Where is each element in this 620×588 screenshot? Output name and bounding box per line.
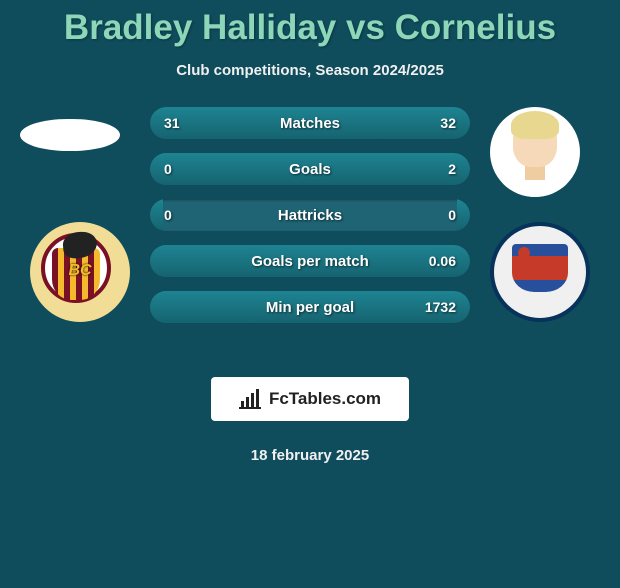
stat-value-right: 0.06 [429, 245, 456, 277]
comparison-panel: BC 31Matches320Goals20Hattricks0Goals pe… [10, 107, 610, 367]
stat-value-right: 2 [448, 153, 456, 185]
stat-row: Goals per match0.06 [150, 245, 470, 277]
stat-value-right: 32 [440, 107, 456, 139]
stat-row: Min per goal1732 [150, 291, 470, 323]
club-crest-right [490, 222, 590, 322]
club-crest-left: BC [30, 222, 130, 322]
stat-row: 31Matches32 [150, 107, 470, 139]
stat-bars: 31Matches320Goals20Hattricks0Goals per m… [150, 107, 470, 337]
chart-icon [239, 389, 261, 409]
stat-label: Goals [150, 153, 470, 185]
brand-text: FcTables.com [269, 389, 381, 409]
stat-label: Matches [150, 107, 470, 139]
stat-row: 0Goals2 [150, 153, 470, 185]
page-title: Bradley Halliday vs Cornelius [10, 8, 610, 48]
stat-value-right: 0 [448, 199, 456, 231]
subtitle: Club competitions, Season 2024/2025 [10, 62, 610, 79]
stat-row: 0Hattricks0 [150, 199, 470, 231]
stat-label: Goals per match [150, 245, 470, 277]
crest-left-text: BC [30, 262, 130, 280]
player-photo-right [490, 107, 580, 197]
stat-label: Min per goal [150, 291, 470, 323]
player-photo-left [20, 119, 120, 151]
brand-badge: FcTables.com [211, 377, 409, 421]
date-label: 18 february 2025 [10, 447, 610, 464]
stat-value-right: 1732 [425, 291, 456, 323]
stat-label: Hattricks [150, 199, 470, 231]
